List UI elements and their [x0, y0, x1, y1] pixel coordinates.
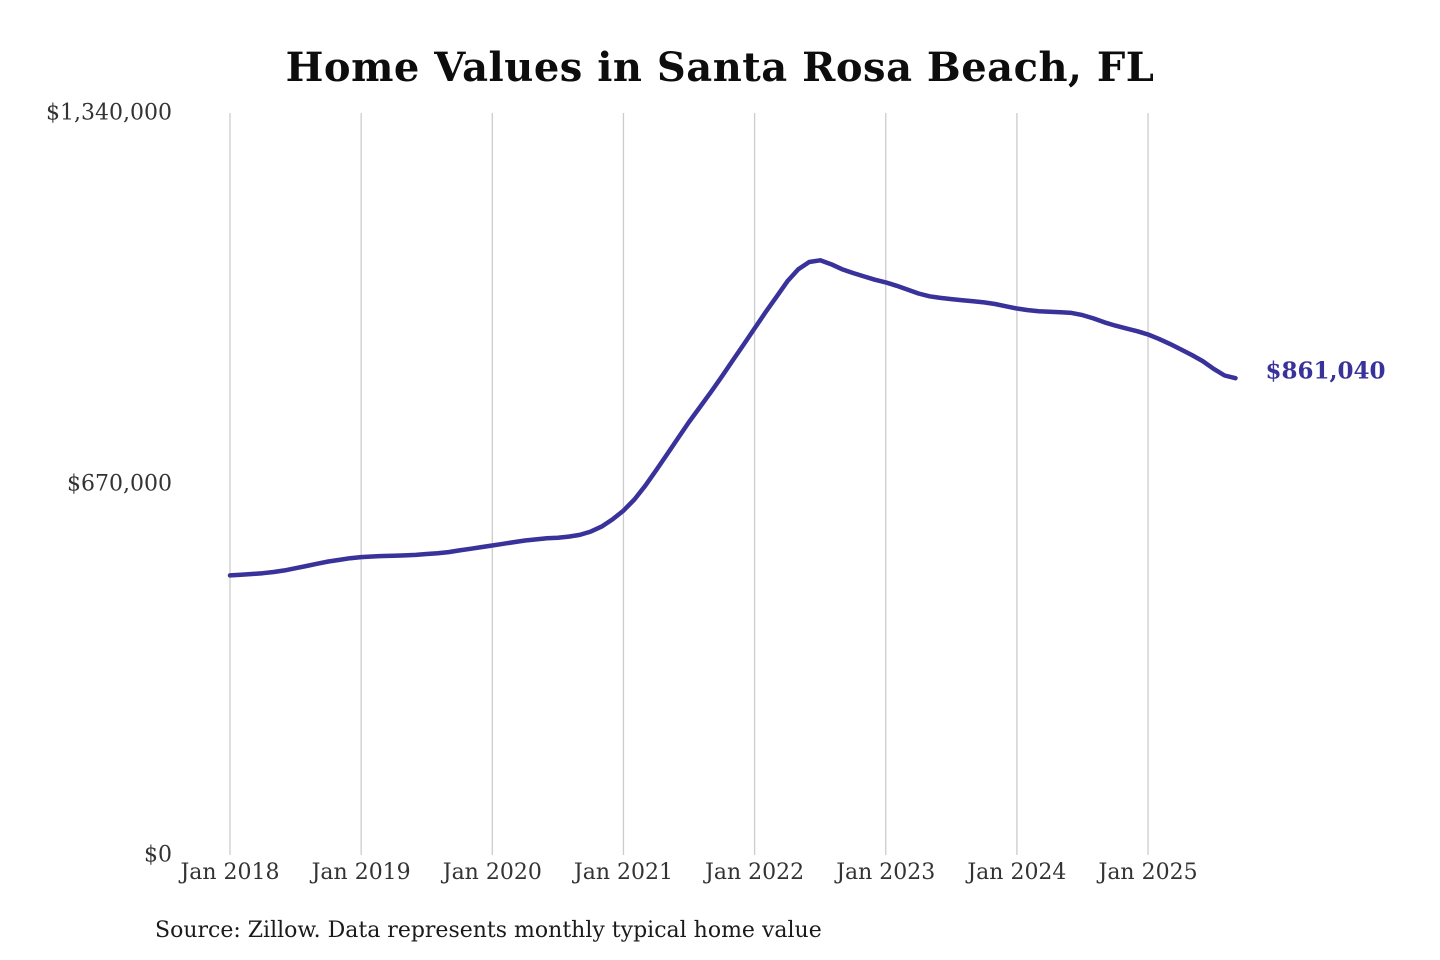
x-tick-label: Jan 2022	[705, 860, 805, 885]
x-tick-label: Jan 2019	[311, 860, 411, 885]
source-attribution: Source: Zillow. Data represents monthly …	[155, 918, 822, 943]
x-tick-label: Jan 2023	[836, 860, 936, 885]
y-tick-label: $1,340,000	[46, 100, 172, 126]
latest-value-label: $861,040	[1265, 357, 1386, 385]
x-tick-label: Jan 2025	[1098, 860, 1198, 885]
x-tick-label: Jan 2021	[573, 860, 673, 885]
vertical-gridlines	[229, 113, 1149, 855]
chart-title: Home Values in Santa Rosa Beach, FL	[285, 44, 1155, 91]
x-tick-label: Jan 2020	[442, 860, 542, 885]
x-tick-label: Jan 2024	[967, 860, 1067, 885]
y-tick-label: $0	[144, 842, 172, 868]
y-tick-label: $670,000	[67, 471, 172, 497]
home-value-series-line	[227, 258, 1238, 578]
x-tick-label: Jan 2018	[180, 860, 280, 885]
